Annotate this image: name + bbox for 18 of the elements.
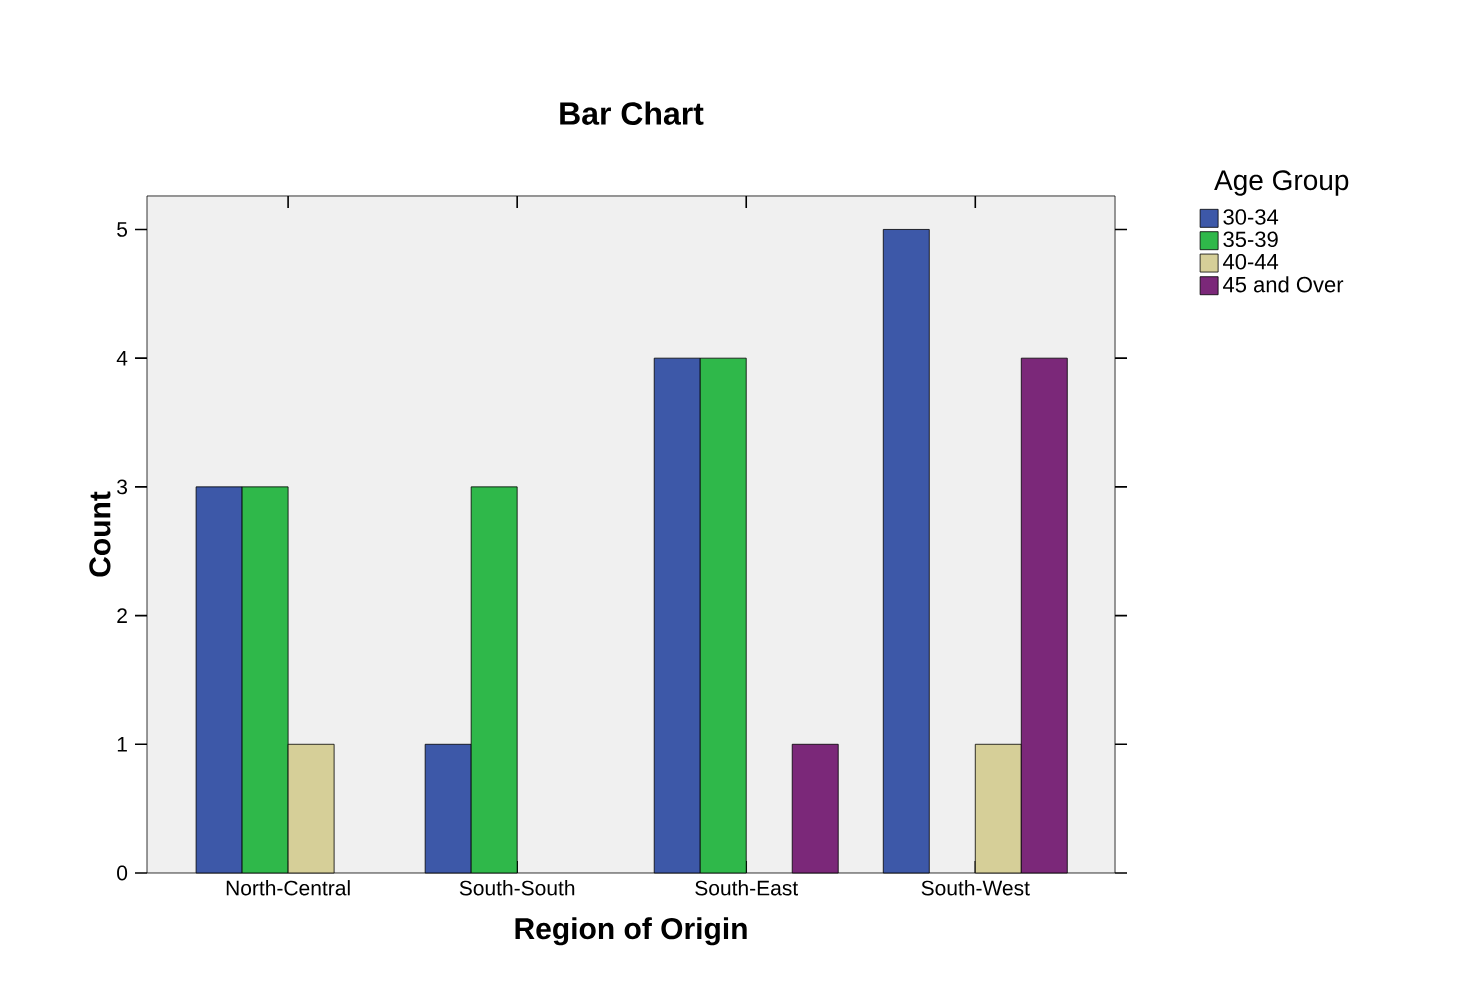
legend-label: 45 and Over xyxy=(1223,276,1344,293)
legend-label: 35-39 xyxy=(1223,231,1278,248)
y-tick-label: 4 xyxy=(116,350,128,366)
x-tick-label: South-South xyxy=(459,880,575,896)
legend-label: 40-44 xyxy=(1223,253,1279,270)
legend-title: Age Group xyxy=(1214,170,1349,196)
y-tick-label: 1 xyxy=(117,737,127,752)
legend-label: 30-34 xyxy=(1223,209,1279,225)
y-tick-label: 0 xyxy=(117,865,128,881)
y-tick-label: 2 xyxy=(117,608,127,623)
x-tick-label: South-East xyxy=(695,880,799,896)
x-axis-title: Region of Origin xyxy=(515,917,747,946)
chart-title: Bar Chart xyxy=(560,101,704,125)
x-tick-label: South-West xyxy=(921,880,1030,896)
y-tick-label: 5 xyxy=(117,222,128,237)
y-tick-label: 3 xyxy=(117,479,128,495)
x-tick-label: North-Central xyxy=(226,880,350,896)
y-axis-title: Count xyxy=(89,491,111,577)
